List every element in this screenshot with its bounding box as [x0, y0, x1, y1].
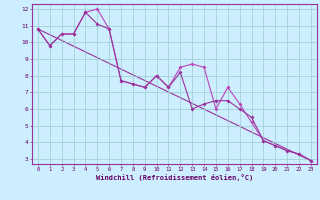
X-axis label: Windchill (Refroidissement éolien,°C): Windchill (Refroidissement éolien,°C): [96, 174, 253, 181]
